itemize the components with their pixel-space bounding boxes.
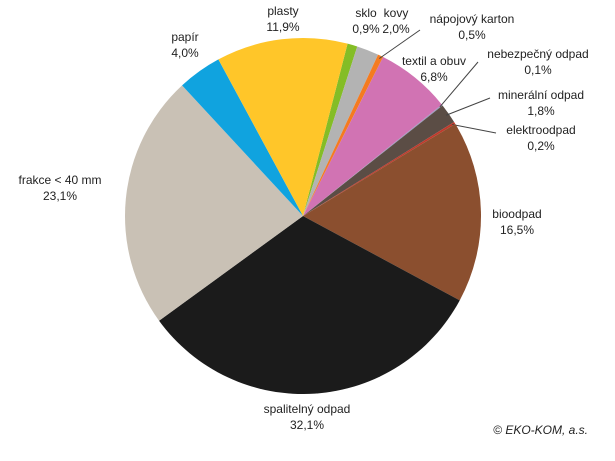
pie-slice bbox=[303, 123, 481, 301]
slice-value-label: 4,0% bbox=[171, 46, 199, 60]
source-note: © EKO-KOM, a.s. bbox=[493, 423, 588, 437]
slice-value-label: 0,9% bbox=[352, 22, 380, 36]
slice-label: plasty bbox=[267, 4, 298, 18]
slice-value-label: 0,5% bbox=[458, 28, 486, 42]
slice-value-label: 11,9% bbox=[266, 20, 299, 34]
pie-slice bbox=[218, 37, 348, 216]
slice-label: kovy bbox=[384, 6, 409, 20]
slice-label: spalitelný odpad bbox=[264, 402, 351, 416]
slice-value-label: 0,1% bbox=[524, 63, 552, 77]
pie-slice bbox=[159, 216, 460, 394]
slice-label: nebezpečný odpad bbox=[487, 47, 588, 61]
leader-line bbox=[445, 97, 491, 116]
pie-slice bbox=[303, 57, 442, 216]
leader-line bbox=[379, 29, 421, 59]
slice-label: textil a obuv bbox=[402, 54, 466, 68]
slice-label: frakce < 40 mm bbox=[18, 173, 101, 187]
slice-value-label: 6,8% bbox=[420, 70, 448, 84]
pie-slice bbox=[182, 59, 303, 216]
slice-value-label: 1,8% bbox=[527, 104, 555, 118]
slice-value-label: 32,1% bbox=[290, 418, 324, 432]
slice-label: bioodpad bbox=[492, 207, 541, 221]
slice-label: minerální odpad bbox=[498, 88, 584, 102]
leader-line bbox=[439, 61, 479, 108]
slice-label: sklo bbox=[355, 6, 377, 20]
slice-value-label: 2,0% bbox=[382, 22, 410, 36]
pie-slice bbox=[303, 54, 384, 217]
slice-label: nápojový karton bbox=[430, 12, 515, 26]
slice-value-label: 0,2% bbox=[527, 139, 555, 153]
slice-value-label: 23,1% bbox=[43, 189, 77, 203]
pie-slice bbox=[303, 105, 455, 216]
pie-slice bbox=[124, 85, 303, 321]
pie-slice bbox=[303, 46, 379, 216]
leader-line bbox=[452, 123, 497, 134]
slice-label: elektroodpad bbox=[506, 123, 575, 137]
pie-slice bbox=[303, 104, 443, 216]
slice-value-label: 16,5% bbox=[500, 223, 534, 237]
slice-label: papír bbox=[171, 30, 198, 44]
pie-slice bbox=[303, 121, 456, 216]
pie-slice bbox=[303, 43, 358, 216]
